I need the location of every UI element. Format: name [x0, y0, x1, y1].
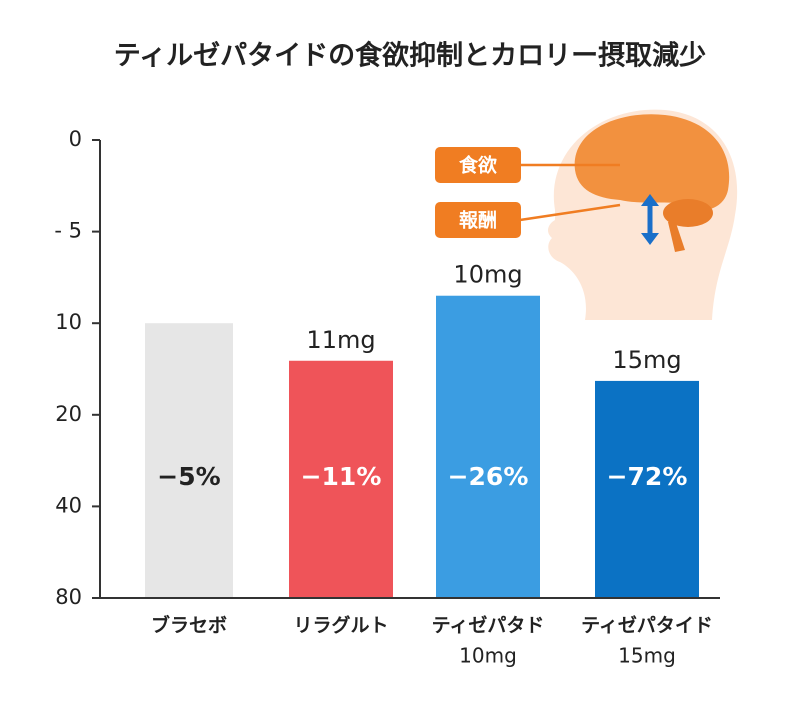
bar [436, 295, 540, 598]
dose-label: 15mg [612, 346, 681, 374]
bar [595, 380, 699, 598]
bar-label: −72% [607, 462, 688, 491]
x-tick-label: ティゼパタイド [581, 614, 713, 637]
y-tick-label: 20 [55, 402, 82, 426]
dose-label: 11mg [306, 326, 375, 354]
bar-label: −11% [301, 462, 382, 491]
connector [519, 203, 621, 222]
cerebellum [663, 199, 713, 227]
x-tick-label: リラグルト [293, 614, 388, 637]
x-tick-sublabel: 15mg [618, 644, 676, 668]
y-tick-label: 40 [55, 493, 82, 517]
x-tick-sublabel: 10mg [459, 644, 517, 668]
x-tick-label: ティゼパタド [432, 614, 545, 637]
x-tick-label: ブラセボ [151, 614, 227, 637]
brain-illustration: 食欲 報酬 [435, 109, 738, 320]
y-tick-label: - 5 [54, 219, 82, 243]
brainstem [668, 220, 685, 252]
label-box [435, 147, 521, 183]
y-tick-label: 80 [55, 585, 82, 609]
y-tick-label: 0 [69, 127, 82, 151]
bar-label: −5% [157, 462, 220, 491]
brain [574, 114, 730, 210]
dose-label: 10mg [453, 261, 522, 289]
y-tick-label: 10 [55, 310, 82, 334]
bar [145, 323, 233, 598]
arrow-heads [641, 194, 659, 245]
illustration-label: 報酬 [459, 209, 497, 232]
bar [289, 360, 393, 598]
label-box [435, 202, 521, 238]
bar-label: −26% [448, 462, 529, 491]
illustration-label: 食欲 [459, 154, 497, 177]
chart-title: ティルゼパタイドの食欲抑制とカロリー摂取減少 [114, 40, 706, 72]
